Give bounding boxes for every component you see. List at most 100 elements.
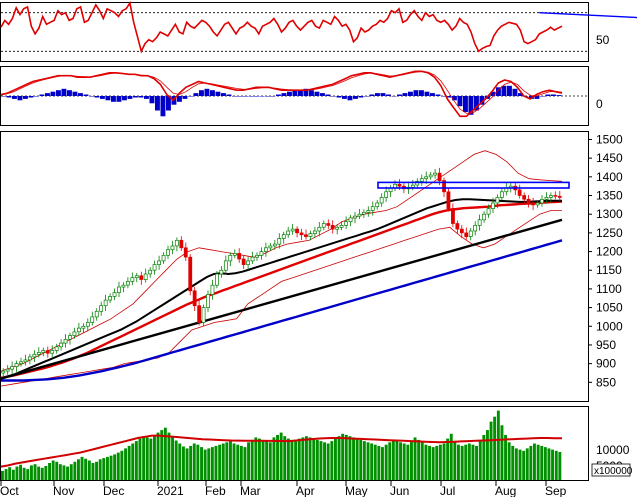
volume-bar	[518, 449, 522, 480]
candle-body	[28, 356, 32, 361]
volume-bar	[229, 441, 232, 480]
volume-bar	[312, 438, 316, 480]
macd-hist-bar	[17, 96, 23, 101]
macd-hist-bar	[320, 93, 325, 96]
candle-body	[223, 260, 228, 271]
volume-bar	[475, 445, 478, 480]
macd-hist-bar	[512, 88, 518, 97]
macd-hist-bar	[397, 94, 402, 96]
volume-bar	[142, 436, 146, 480]
candle-body	[437, 172, 442, 181]
volume-bar	[131, 443, 135, 480]
volume-bar	[406, 444, 410, 480]
rsi-line	[0, 0, 563, 54]
x-label-oct: Oct	[0, 484, 19, 497]
macd-hist-bar	[386, 94, 391, 96]
volume-bar	[95, 461, 98, 481]
macd-hist-bar	[413, 90, 419, 96]
macd-hist-bar	[435, 94, 441, 96]
x-label-apr: Apr	[296, 484, 315, 497]
candle-body	[464, 232, 469, 237]
volume-bar	[446, 438, 450, 480]
macd-hist-bar	[463, 96, 468, 112]
volume-bar	[200, 447, 203, 480]
volume-bar	[315, 439, 319, 480]
macd-hist-bar	[210, 90, 215, 96]
volume-bar	[507, 442, 511, 480]
candle-body	[250, 256, 255, 262]
macd-hist-bar	[276, 94, 281, 96]
volume-bar	[8, 467, 12, 480]
macd-hist-bar	[441, 96, 446, 97]
candle-body	[522, 195, 527, 200]
macd-hist-bar	[127, 96, 133, 99]
macd-hist-bar	[144, 96, 149, 99]
volume-ytick-10000: 10000	[596, 443, 630, 457]
volume-bar	[355, 438, 359, 480]
volume-bar	[478, 439, 482, 480]
macd-hist-bar	[237, 96, 243, 97]
macd-hist-bar	[364, 96, 369, 97]
price-ytick-1400: 1400	[596, 170, 623, 184]
macd-hist-bar	[254, 96, 259, 97]
volume-bar	[370, 443, 374, 480]
volume-bar	[297, 438, 301, 480]
volume-bar	[410, 441, 413, 480]
volume-bar	[33, 464, 37, 480]
macd-hist-bar	[67, 90, 72, 96]
macd-hist-bar	[342, 96, 347, 99]
macd-hist-bar	[331, 96, 336, 97]
candle-body	[10, 366, 15, 370]
volume-bar	[153, 435, 156, 480]
candle-body	[540, 198, 544, 204]
macd-hist-bar	[419, 90, 424, 96]
macd-hist-bar	[122, 96, 127, 101]
candle-body	[290, 228, 295, 232]
macd-ytick: 0	[596, 97, 603, 111]
volume-bar	[334, 438, 337, 480]
volume-bar	[26, 469, 30, 480]
volume-bar	[182, 446, 185, 480]
volume-bar	[239, 445, 243, 480]
macd-hist-bar	[556, 95, 562, 96]
volume-bar	[453, 441, 457, 480]
candle-body	[108, 296, 112, 301]
candle-body	[210, 284, 215, 295]
candle-body	[241, 258, 246, 265]
candle-body	[54, 346, 59, 351]
candle-body	[442, 180, 446, 193]
volume-bar	[218, 444, 222, 480]
volume-bar	[366, 442, 370, 480]
macd-hist-bar	[39, 94, 45, 96]
volume-bar	[30, 465, 33, 480]
x-label-nov: Nov	[53, 484, 74, 497]
volume-bar	[22, 467, 26, 480]
volume-bar	[348, 436, 352, 480]
volume-bar	[120, 450, 124, 480]
volume-bar	[551, 449, 554, 480]
volume-bar	[457, 444, 460, 480]
x-label-aug: Aug	[495, 484, 516, 497]
volume-bar	[156, 432, 160, 480]
price-ytick-1250: 1250	[596, 226, 623, 240]
candle-body	[446, 191, 451, 209]
x-label-may: May	[345, 484, 368, 497]
volume-bar	[460, 445, 464, 480]
volume-bar	[243, 447, 247, 480]
macd-hist-bar	[149, 96, 155, 104]
candle-body	[428, 174, 433, 178]
candle-body	[317, 226, 322, 232]
macd-hist-bar	[430, 93, 435, 96]
volume-bar	[214, 445, 218, 480]
volume-bar	[522, 450, 526, 480]
volume-bar	[19, 464, 22, 480]
candle-body	[281, 234, 286, 239]
volume-bar	[196, 444, 200, 480]
volume-bar	[428, 445, 431, 480]
ma-blue-line	[1, 239, 563, 382]
candle-body	[201, 307, 206, 323]
candle-body	[179, 239, 184, 249]
volume-bar	[171, 436, 174, 480]
macd-hist-bar	[518, 93, 523, 96]
macd-hist-bar	[215, 91, 221, 96]
